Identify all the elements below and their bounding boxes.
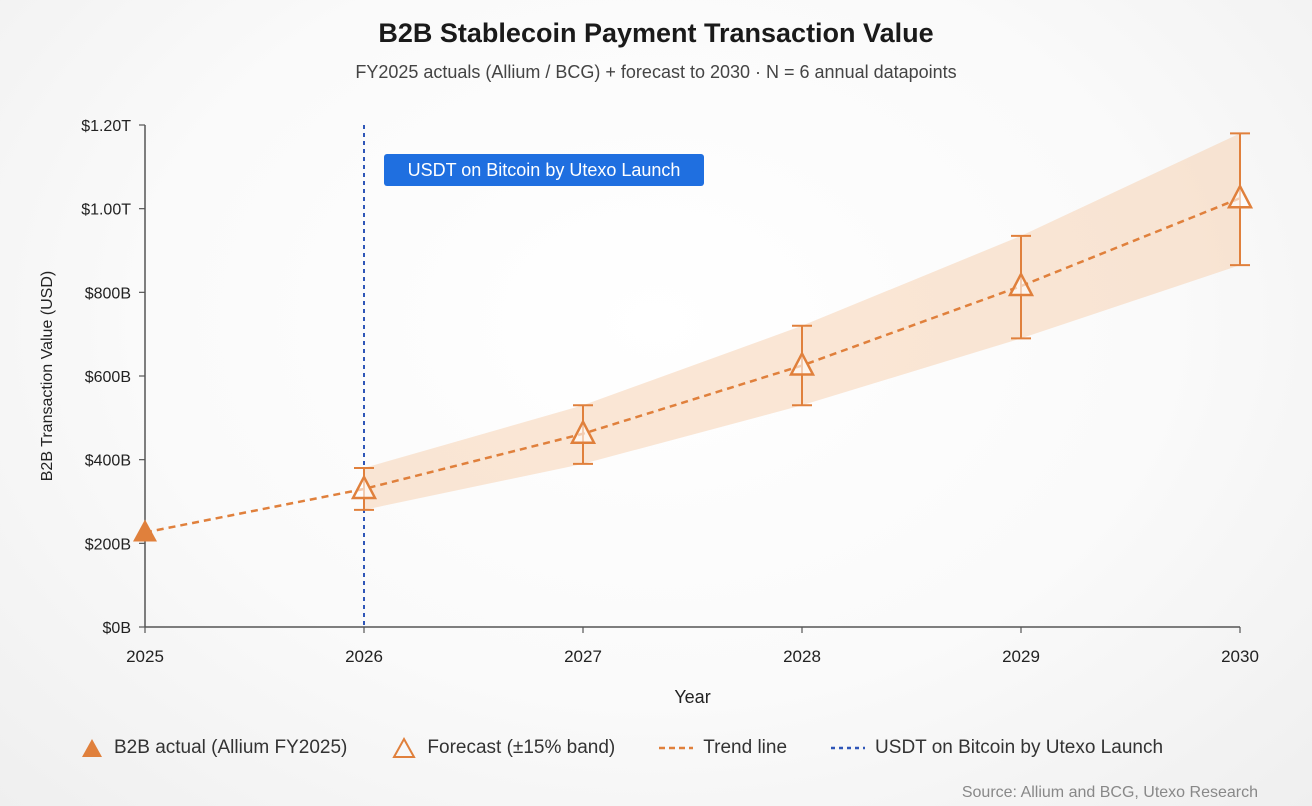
dotted-line-icon — [831, 746, 866, 750]
x-tick-label: 2029 — [1002, 647, 1040, 666]
legend-label-actual: B2B actual (Allium FY2025) — [114, 737, 348, 758]
x-tick-label: 2028 — [783, 647, 821, 666]
legend-item-actual: B2B actual (Allium FY2025) — [80, 737, 347, 759]
y-tick-label: $1.00T — [81, 202, 131, 219]
forecast-point — [1226, 183, 1254, 209]
legend-item-launch: USDT on Bitcoin by Utexo Launch — [831, 737, 1163, 759]
x-tick-label: 2030 — [1221, 647, 1259, 666]
launch-annotation-box — [384, 154, 704, 186]
legend-label-launch: USDT on Bitcoin by Utexo Launch — [875, 737, 1164, 758]
legend-item-forecast: Forecast (±15% band) — [391, 736, 615, 760]
y-tick-label: $800B — [85, 285, 131, 302]
forecast-point — [350, 474, 378, 500]
legend-label-trend: Trend line — [703, 737, 788, 758]
hollow-triangle-icon — [392, 736, 417, 758]
dashed-line-icon — [659, 746, 694, 750]
forecast-point — [569, 419, 597, 444]
legend-item-trend: Trend line — [659, 737, 787, 759]
forecast-point — [1007, 271, 1035, 297]
forecast-point — [788, 350, 816, 376]
y-tick-label: $0B — [103, 620, 131, 637]
launch-annotation-label: USDT on Bitcoin by Utexo Launch — [408, 160, 681, 180]
x-tick-label: 2026 — [345, 647, 383, 666]
filled-triangle-icon — [82, 739, 102, 757]
chart-plot: $0B $200B $400B $600B $800B $1.00T $1.20T 2025 2… — [39, 118, 1259, 707]
x-tick-label: 2025 — [126, 647, 164, 666]
trend-line — [144, 197, 1241, 534]
x-axis-label: Year — [674, 687, 710, 707]
forecast-band — [364, 133, 1240, 510]
chart-subtitle: FY2025 actuals (Allium / BCG) + forecast… — [355, 62, 957, 82]
actual-point — [133, 519, 157, 542]
chart-legend: B2B actual (Allium FY2025) Forecast (±15… — [80, 728, 1260, 768]
y-axis-label: B2B Transaction Value (USD) — [39, 271, 56, 481]
y-tick-label: $400B — [85, 453, 131, 470]
y-tick-label: $1.20T — [81, 118, 131, 135]
y-tick-label: $200B — [85, 536, 131, 553]
legend-label-forecast: Forecast (±15% band) — [427, 737, 616, 758]
chart-title: B2B Stablecoin Payment Transaction Value — [378, 18, 934, 48]
source-note: Source: Allium and BCG, Utexo Research — [961, 784, 1258, 801]
x-tick-label: 2027 — [564, 647, 602, 666]
y-tick-label: $600B — [85, 369, 131, 386]
